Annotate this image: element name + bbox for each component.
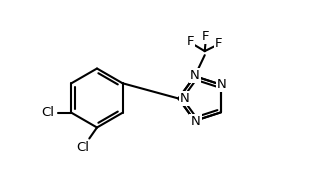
Text: F: F (202, 30, 209, 43)
Text: N: N (217, 78, 226, 91)
Text: F: F (215, 37, 222, 50)
Text: N: N (180, 92, 189, 105)
Text: Cl: Cl (76, 141, 90, 154)
Text: Cl: Cl (41, 106, 54, 119)
Text: S: S (190, 115, 198, 128)
Text: N: N (191, 115, 201, 128)
Text: F: F (187, 35, 195, 48)
Text: N: N (190, 69, 200, 82)
